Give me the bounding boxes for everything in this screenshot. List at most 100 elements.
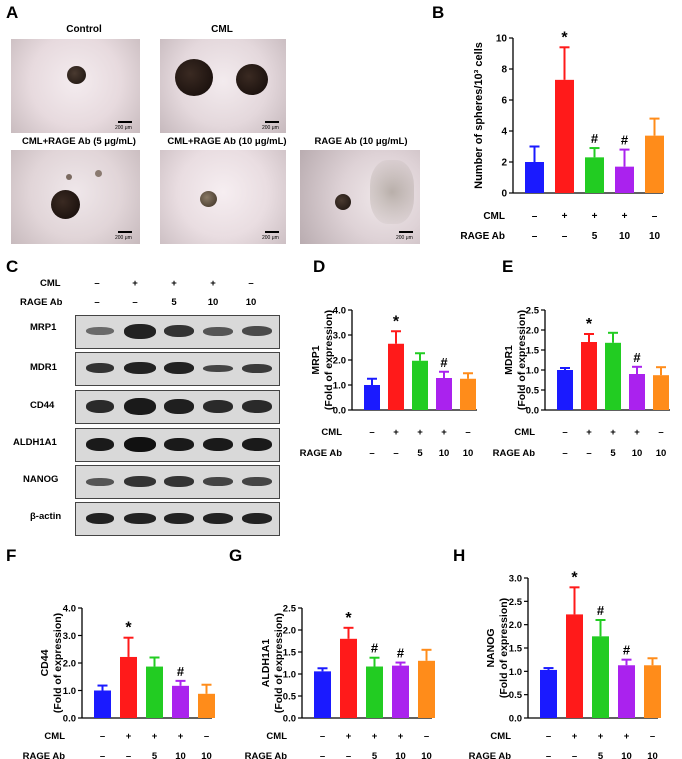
band <box>124 324 156 339</box>
rage-value: 10 <box>647 751 658 759</box>
chart-g: 0.0 0.5 1.0 1.5 2.0 2.5 ALDH1A1 (Fold of expres… <box>245 604 435 759</box>
blot-beta-actin <box>75 502 280 536</box>
bar <box>412 360 428 410</box>
bar <box>340 638 357 718</box>
cml-value: + <box>572 731 578 742</box>
band <box>164 476 194 487</box>
band <box>203 513 233 524</box>
bar <box>605 342 621 410</box>
cml-label: CML <box>321 427 342 438</box>
blot-cml-val: + <box>171 278 177 289</box>
band <box>86 478 114 486</box>
band <box>164 362 194 374</box>
micrograph-cml <box>160 39 286 133</box>
micro-title-cml-rage10: CML+RAGE Ab (10 μg/mL) <box>167 136 287 147</box>
y-tick-label: 8 <box>501 65 507 76</box>
rage-value: – <box>562 448 567 459</box>
rage-label: RAGE Ab <box>493 448 536 459</box>
micrograph-control <box>11 39 140 133</box>
rage-value: 10 <box>632 448 643 459</box>
y-axis-subtitle: (Fold of expression) <box>323 310 335 410</box>
rage-value: – <box>393 448 398 459</box>
band <box>164 399 194 414</box>
y-tick-label: 2.5 <box>526 306 540 317</box>
y-tick-label: 1.5 <box>509 644 523 655</box>
scale-bar <box>118 231 132 233</box>
rage-value: – <box>320 751 325 759</box>
panel-letter-b: B <box>432 3 445 22</box>
y-tick-label: 0.5 <box>526 386 540 397</box>
band <box>242 438 272 451</box>
y-tick-label: 2.0 <box>526 326 539 337</box>
y-tick-label: 1.0 <box>526 366 539 377</box>
micro-title-cml: CML <box>211 24 233 35</box>
y-tick-label: 3.0 <box>509 574 522 585</box>
cml-value: + <box>346 731 352 742</box>
bar <box>540 669 557 718</box>
rage-label: RAGE Ab <box>245 751 288 759</box>
rage-value: – <box>100 751 105 759</box>
band <box>164 438 194 451</box>
rage-value: 10 <box>656 448 667 459</box>
blot-protein-label: ALDH1A1 <box>13 437 57 448</box>
significance-mark: * <box>393 313 400 330</box>
blot-protein-label: MDR1 <box>30 362 57 373</box>
y-axis-title: MDR1 <box>503 345 515 375</box>
rage-value: – <box>586 448 591 459</box>
band <box>242 400 272 413</box>
bar <box>460 378 476 410</box>
cml-value: + <box>441 427 447 438</box>
y-tick-label: 10 <box>496 34 508 45</box>
rage-label: RAGE Ab <box>300 448 343 459</box>
y-tick-label: 0.0 <box>63 714 76 725</box>
band <box>164 513 194 524</box>
cml-value: – <box>100 731 105 742</box>
bar <box>629 374 645 410</box>
y-axis-title: NANOG <box>485 628 497 667</box>
blot-rage-val: – <box>94 297 100 308</box>
y-tick-label: 2.5 <box>509 597 523 608</box>
panel-letter-g: G <box>229 546 243 565</box>
bar <box>392 665 409 718</box>
cml-value: + <box>624 731 630 742</box>
y-axis-title: ALDH1A1 <box>260 639 272 688</box>
chart-d: 0.0 1.0 2.0 3.0 4.0 MRP1 (Fold of expression) –… <box>300 306 477 459</box>
blot-rage-val: 10 <box>245 297 257 308</box>
significance-mark: # <box>633 350 641 365</box>
bar <box>585 157 604 193</box>
sphere <box>66 174 72 180</box>
scale-bar <box>118 121 132 123</box>
bar <box>618 665 635 718</box>
sphere <box>335 194 351 210</box>
bar <box>566 614 583 718</box>
band <box>203 438 233 451</box>
cml-label: CML <box>490 731 511 742</box>
rage-value: 10 <box>421 751 432 759</box>
rage-label: RAGE Ab <box>469 751 512 759</box>
bar <box>366 666 383 718</box>
y-axis-title: Number of spheres/10³ cells <box>473 42 485 189</box>
micrograph-cml-rage10 <box>160 150 286 244</box>
bar <box>436 378 452 410</box>
band <box>203 400 233 413</box>
y-tick-label: 1.0 <box>63 686 76 697</box>
y-tick-label: 2.0 <box>509 620 522 631</box>
blot-aldh1a1 <box>75 428 280 462</box>
y-tick-label: 3.0 <box>63 631 76 642</box>
y-tick-label: 0.5 <box>509 690 523 701</box>
significance-mark: # <box>397 646 405 661</box>
cml-label: CML <box>44 731 65 742</box>
significance-mark: # <box>597 603 605 618</box>
significance-mark: # <box>623 643 631 658</box>
sphere <box>200 191 217 207</box>
blot-rage-val: – <box>132 297 138 308</box>
blot-rage-val: 10 <box>207 297 219 308</box>
scale-bar <box>265 231 279 233</box>
cml-value: – <box>532 211 538 222</box>
significance-mark: # <box>440 355 448 370</box>
band <box>242 326 272 336</box>
y-tick-label: 4.0 <box>63 604 76 615</box>
band <box>86 438 114 451</box>
cml-label: CML <box>266 731 287 742</box>
panel-letter-d: D <box>313 257 326 276</box>
